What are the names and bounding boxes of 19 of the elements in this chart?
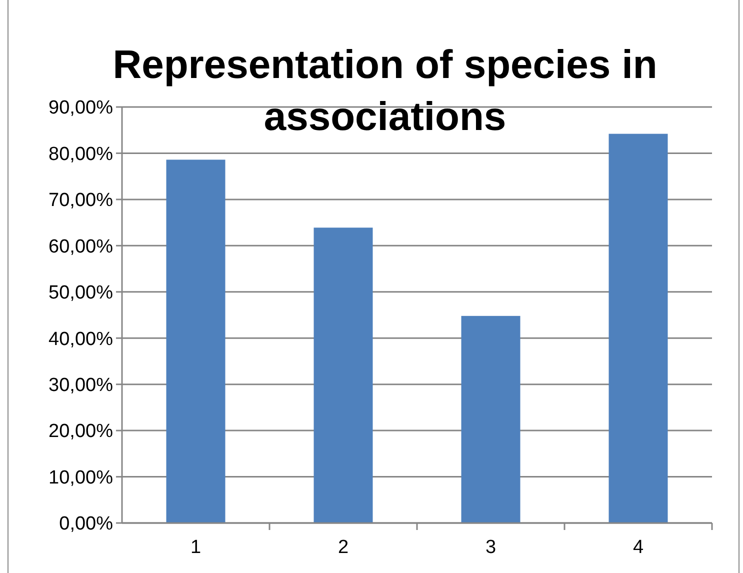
y-tick-label: 20,00% bbox=[48, 421, 114, 442]
y-tick-label: 50,00% bbox=[48, 282, 114, 304]
bar bbox=[608, 134, 668, 523]
x-tick-label: 1 bbox=[190, 537, 202, 558]
y-tick-label: 60,00% bbox=[48, 236, 114, 258]
bar bbox=[461, 316, 520, 523]
y-tick-label: 10,00% bbox=[48, 467, 114, 488]
y-tick-label: 90,00% bbox=[48, 98, 114, 119]
y-tick-label: 70,00% bbox=[48, 190, 114, 212]
x-tick-label: 4 bbox=[632, 537, 644, 558]
bar bbox=[166, 160, 226, 523]
y-tick-label: 80,00% bbox=[48, 144, 114, 165]
x-tick-label: 3 bbox=[485, 537, 496, 558]
y-tick-label: 40,00% bbox=[48, 328, 114, 350]
y-tick-label: 30,00% bbox=[48, 374, 114, 396]
chart-title: Representation of species in associations bbox=[112, 43, 658, 139]
x-tick-label: 2 bbox=[338, 537, 349, 558]
y-tick-label: 0,00% bbox=[59, 514, 114, 535]
bar bbox=[314, 228, 373, 523]
